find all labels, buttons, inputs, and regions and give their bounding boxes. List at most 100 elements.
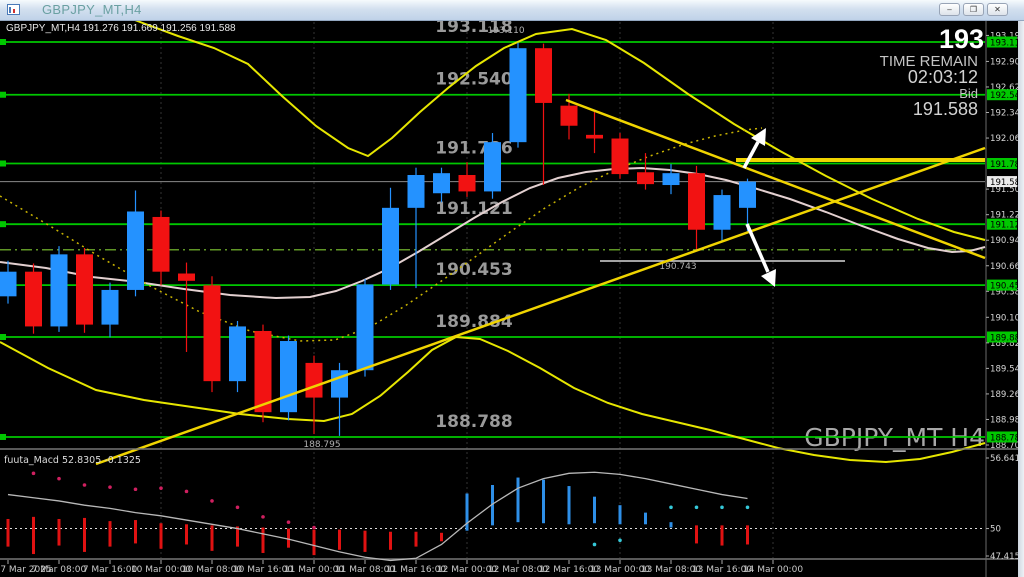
candle-bullish [382,207,399,285]
candle-bearish [688,173,705,230]
macd-axis-label: 50 [990,525,1001,535]
axis-price-label: 192.065 [990,134,1024,144]
candle-bearish [254,330,272,413]
macd-dot-cyan [592,542,597,547]
up-arrow-head [751,128,766,146]
macd-bar-up [669,522,673,528]
level-price-label: 191.121 [435,199,512,219]
macd-bar-up [465,493,469,531]
macd-bar-down [159,523,163,549]
macd-bar-down [108,521,112,547]
time-axis-label: 12 Mar 16:00 [539,565,599,575]
macd-dot-cyan [745,505,750,510]
axis-level-badge-label: 190.453 [990,282,1024,292]
level-price-label: 192.540 [435,70,513,90]
macd-dot-red [261,515,265,519]
macd-bar-up [542,479,545,524]
level-anchor [0,334,6,341]
level-anchor [0,160,6,167]
time-remain-value: 02:03:12 [907,67,978,87]
candle-bullish [484,142,501,192]
small-price-label: 188.795 [303,440,340,450]
time-axis[interactable] [0,558,1018,577]
restore-button[interactable]: ❐ [963,3,984,16]
candle-bullish [0,271,17,297]
close-button[interactable]: ✕ [987,3,1008,16]
axis-price-label: 192.625 [990,83,1024,93]
candle-bullish [509,48,527,143]
candle-bullish [662,173,680,186]
candle-bearish [611,138,629,175]
bid-value: 191.588 [912,99,978,119]
candle-bullish [356,284,374,371]
macd-bar-up [567,486,571,525]
down-arrow-head [761,269,776,287]
axis-level-badge-label: 191.121 [990,221,1024,231]
time-axis-label: 7 Mar 16:00 [83,565,138,575]
window-titlebar[interactable]: GBPJPY_MT,H4 – ❐ ✕ [0,0,1024,21]
minimize-button[interactable]: – [939,3,960,16]
axis-level-badge-label: 188.788 [990,433,1024,443]
candle-bearish [637,172,654,185]
candle-bullish [50,254,68,327]
macd-bar-down [389,531,392,550]
time-axis-label: 11 Mar 00:00 [284,565,344,575]
small-price-label: 190.743 [659,262,696,272]
macd-bar-down [57,518,61,546]
macd-bar-down [312,529,316,556]
axis-level-badge [987,158,1017,170]
time-axis-label: 11 Mar 08:00 [335,565,395,575]
level-anchor [0,433,6,440]
macd-dot-cyan [618,538,622,543]
window-edge-strip [1018,20,1024,577]
axis-price-label: 190.385 [990,287,1024,297]
level-price-label: 193.118 [435,17,512,37]
macd-dot-red [159,486,163,490]
time-axis-label: 14 Mar 00:00 [743,565,803,575]
macd-bar-up [618,505,622,525]
macd-bar-up [491,484,494,526]
level-price-label: 188.788 [435,412,512,432]
macd-bar-down [134,520,137,544]
axis-price-label: 191.225 [990,211,1024,221]
axis-bid-badge [987,176,1017,188]
bollinger-upper-band [103,7,986,241]
price-axis[interactable] [986,20,1018,560]
macd-dot-red [312,525,316,530]
chart-canvas[interactable] [0,20,986,558]
macd-bar-down [83,517,86,552]
window-title: GBPJPY_MT,H4 [42,2,142,17]
candle-bearish [152,216,170,272]
macd-bar-down [210,525,214,551]
axis-price-label: 190.665 [990,262,1024,272]
macd-dot-red [57,476,61,481]
macd-bar-down [746,525,749,545]
candle-bullish [101,289,119,325]
axis-level-badge [987,218,1017,230]
level-anchor [0,221,6,228]
axis-price-label: 189.820 [990,339,1024,349]
time-axis-label: 10 Mar 08:00 [182,565,242,575]
chart-window-icon [7,4,20,15]
candle-bearish [25,271,42,327]
ascending-trendline [95,146,986,466]
axis-level-badge [987,431,1017,443]
level-price-label: 189.884 [435,312,513,332]
candle-bullish [127,211,144,290]
macd-dot-cyan [720,505,724,510]
candle-bearish [586,134,603,139]
macd-bar-down [185,524,188,545]
big-price-display: 193 [938,24,984,54]
axis-price-label: 191.505 [990,185,1024,195]
axis-price-label: 192.905 [990,57,1024,67]
window-controls: – ❐ ✕ [939,3,1008,16]
time-axis-label: 7 Mar 2025 [0,565,51,575]
macd-axis-label: 47.4157 [990,552,1024,562]
time-axis-label: 12 Mar 00:00 [437,565,497,575]
time-axis-label: 7 Mar 08:00 [32,565,87,575]
candle-bearish [535,48,552,103]
axis-price-label: 189.540 [990,364,1024,374]
macd-bar-down [287,528,290,548]
small-price-label: 193.110 [487,26,524,36]
